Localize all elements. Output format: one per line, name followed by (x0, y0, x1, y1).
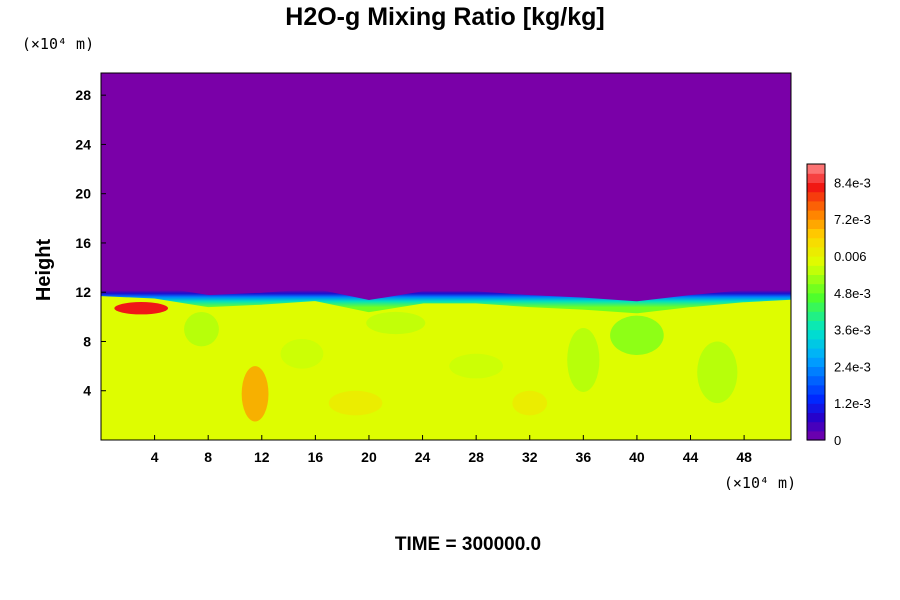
eddy-region (449, 353, 503, 379)
y-tick-label: 28 (75, 87, 91, 103)
eddy-region (280, 338, 324, 369)
eddy-region (697, 341, 738, 404)
eddy-region (328, 390, 383, 416)
colorbar-tick-label: 2.4e-3 (834, 359, 871, 374)
colorbar-tick-label: 0 (834, 433, 841, 448)
upper-layer-region (101, 73, 791, 304)
colorbar-segment (807, 348, 825, 358)
x-tick-label: 4 (151, 449, 159, 465)
colorbar-segment (807, 403, 825, 413)
colorbar-segment (807, 384, 825, 395)
colorbar-segment (807, 375, 825, 386)
eddy-region (610, 315, 664, 356)
eddy-region (366, 311, 426, 335)
colorbar-segment (807, 246, 825, 257)
x-tick-label: 48 (736, 449, 752, 465)
colorbar-segment (807, 237, 825, 248)
colorbar-segment (807, 173, 825, 183)
x-tick-label: 28 (468, 449, 484, 465)
colorbar-segment (807, 421, 825, 432)
colorbar-segment (807, 210, 825, 220)
colorbar-tick-label: 3.6e-3 (834, 323, 871, 338)
colorbar-segment (807, 200, 825, 211)
colorbar-tick-label: 7.2e-3 (834, 212, 871, 227)
y-axis-label: Height (33, 239, 55, 302)
eddy-region (184, 311, 219, 347)
y-tick-label: 24 (75, 136, 91, 152)
plot-frame (100, 72, 792, 441)
colorbar-tick-label: 8.4e-3 (834, 175, 871, 190)
colorbar-segment (807, 191, 825, 202)
colorbar-segment (807, 430, 825, 441)
x-tick-label: 40 (629, 449, 645, 465)
y-axis-ticks: 4 8 12 16 20 24 28 (75, 87, 106, 399)
colorbar-segment (807, 219, 825, 229)
rising-plume (241, 366, 269, 422)
colorbar-tick-label: 1.2e-3 (834, 396, 871, 411)
eddy-region (512, 390, 548, 416)
colorbar-tick-label: 0.006 (834, 249, 867, 264)
colorbar-frame (806, 163, 826, 441)
colorbar-segment (807, 311, 825, 321)
x-tick-label: 16 (308, 449, 324, 465)
colorbar-segment (807, 228, 825, 239)
colorbar-segment (807, 394, 825, 404)
y-tick-label: 12 (75, 284, 91, 300)
chart-title: H2O-g Mixing Ratio [kg/kg] (285, 3, 604, 31)
x-tick-label: 44 (683, 449, 699, 465)
y-tick-label: 8 (83, 333, 91, 349)
colorbar-segment (807, 164, 825, 174)
y-tick-label: 16 (75, 235, 91, 251)
y-unit-label: (×10⁴ m) (22, 35, 94, 53)
colorbar-segment (807, 274, 825, 285)
y-tick-label: 20 (75, 186, 91, 202)
colorbar-segment (807, 357, 825, 367)
colorbar-segment (807, 320, 825, 331)
y-tick-label: 4 (83, 383, 91, 399)
x-tick-label: 24 (415, 449, 431, 465)
colorbar-segment (807, 302, 825, 312)
lower-layer-eddies (184, 311, 738, 416)
colorbar-segment (807, 182, 825, 193)
colorbar-tick-label: 4.8e-3 (834, 286, 871, 301)
x-unit-label: (×10⁴ m) (724, 474, 796, 492)
colorbar-segment (807, 366, 825, 377)
plot-area (101, 73, 791, 440)
eddy-region (567, 327, 600, 392)
colorbar-segment (807, 292, 825, 303)
interface-band (101, 284, 791, 314)
colorbar-segment (807, 412, 825, 423)
x-tick-label: 8 (204, 449, 212, 465)
colorbar-ticks: 0 1.2e-3 2.4e-3 3.6e-3 4.8e-3 0.006 7.2e-3 8.4e… (834, 175, 871, 448)
colorbar-segment (807, 338, 825, 349)
colorbar-segment (807, 329, 825, 340)
colorbar-segment (807, 265, 825, 275)
x-tick-label: 36 (576, 449, 592, 465)
colorbar-segment (807, 283, 825, 294)
colorbar-segment (807, 256, 825, 266)
x-tick-label: 20 (361, 449, 377, 465)
colorbar (807, 164, 825, 441)
x-tick-label: 12 (254, 449, 270, 465)
x-axis-ticks: 4 8 12 16 20 24 28 32 36 40 44 48 (151, 435, 752, 465)
moist-patch (114, 302, 168, 315)
x-tick-label: 32 (522, 449, 538, 465)
time-label: TIME = 300000.0 (395, 534, 541, 555)
